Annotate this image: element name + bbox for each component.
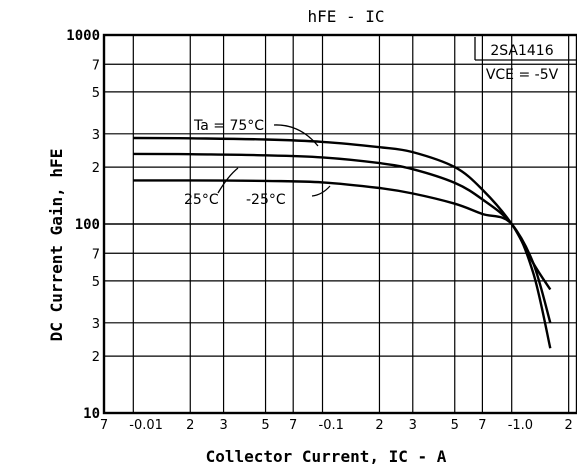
curves	[133, 136, 552, 349]
leader-75c	[273, 124, 319, 147]
y-tick-label: 5	[92, 86, 100, 101]
x-tick-label: 7	[100, 418, 108, 433]
grid	[103, 34, 577, 414]
x-tick-label: -0.1	[319, 418, 344, 433]
leader-25c	[217, 167, 239, 194]
y-tick-label: 5	[92, 275, 100, 290]
x-tick-label: 5	[261, 418, 269, 433]
y-tick-label: 3	[92, 128, 100, 143]
series-label-25c: 25°C	[184, 192, 219, 208]
x-tick-label: 2	[186, 418, 194, 433]
x-tick-label: 5	[451, 418, 459, 433]
y-tick-label: 2	[92, 350, 100, 365]
x-tick-label: 7	[289, 418, 297, 433]
x-tick-label: 7	[478, 418, 486, 433]
leader-neg25c	[311, 185, 331, 197]
y-tick-label: 1000	[66, 28, 100, 44]
y-tick-label: 7	[92, 58, 100, 73]
series-line-0	[133, 136, 552, 291]
tick-labels: 7-0.012357-0.12357-1.0231000753210075321…	[66, 28, 573, 433]
x-tick-label: 3	[219, 418, 227, 433]
x-axis-title: Collector Current, IC - A	[206, 447, 447, 466]
legend-vce: VCE = -5V	[486, 67, 559, 83]
y-tick-label: 10	[83, 406, 100, 422]
y-tick-label: 3	[92, 317, 100, 332]
legend-box: 2SA1416 VCE = -5V	[474, 37, 577, 83]
series-labels: Ta = 75°C 25°C -25°C	[184, 118, 331, 208]
series-label-75c: Ta = 75°C	[193, 118, 264, 134]
legend-device: 2SA1416	[490, 43, 553, 59]
x-tick-label: -0.01	[129, 418, 163, 433]
y-tick-label: 100	[75, 217, 100, 233]
y-axis-title: DC Current Gain, hFE	[47, 149, 66, 342]
series-line-2	[133, 179, 552, 349]
x-tick-label: 2	[375, 418, 383, 433]
x-tick-label: 2	[565, 418, 573, 433]
plot-frame	[102, 33, 577, 415]
y-tick-label: 2	[92, 161, 100, 176]
y-tick-label: 7	[92, 247, 100, 262]
x-tick-label: -1.0	[508, 418, 533, 433]
series-label-neg25c: -25°C	[246, 192, 286, 208]
chart-title: hFE - IC	[307, 7, 384, 26]
x-tick-label: 3	[409, 418, 417, 433]
